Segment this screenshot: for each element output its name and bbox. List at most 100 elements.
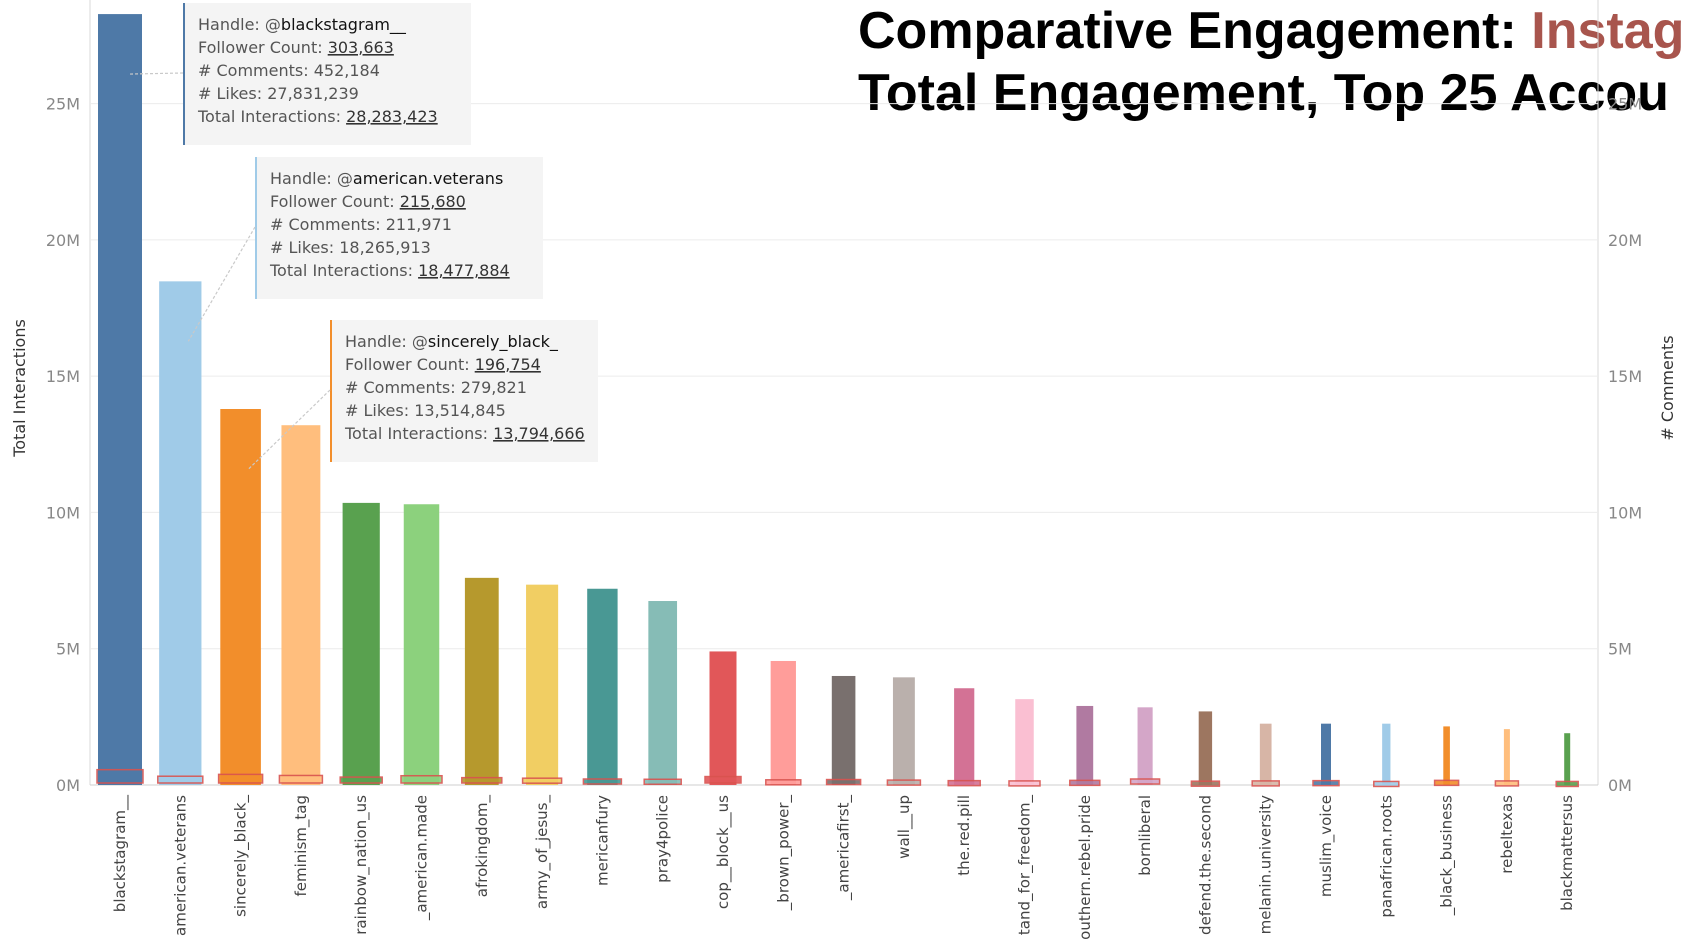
comments-marker[interactable] (1190, 780, 1221, 787)
tooltip-field-label: Total Interactions: (269, 261, 418, 280)
tooltip-row: # Likes: 13,514,845 (345, 401, 506, 420)
title-line-2: Total Engagement, Top 25 Accou (858, 64, 1669, 122)
tooltip-row: Total Interactions: 18,477,884 (269, 261, 510, 280)
comments-marker[interactable] (1069, 779, 1101, 787)
tooltip-field-value: 27,831,239 (267, 84, 359, 103)
bar[interactable] (1382, 723, 1391, 785)
comments-marker[interactable] (825, 778, 862, 786)
comments-marker[interactable] (704, 775, 742, 784)
comments-marker[interactable] (1433, 779, 1460, 787)
bar[interactable] (1015, 699, 1034, 785)
tooltip-field-label: # Likes: (198, 84, 267, 103)
y2-tick-label: 25M (1608, 95, 1642, 114)
category-label: muslim_voice (1317, 795, 1336, 897)
comments-marker[interactable] (582, 778, 623, 785)
bar[interactable] (403, 504, 440, 785)
bar[interactable] (464, 577, 499, 785)
category-label: rebeltexas (1498, 795, 1516, 874)
tooltip-field-label: # Comments: (270, 215, 386, 234)
category-label: blackmattersus (1558, 795, 1576, 911)
bar[interactable] (1198, 711, 1213, 785)
comments-marker[interactable] (217, 773, 264, 784)
comments-marker[interactable] (400, 774, 443, 784)
y2-tick-label: 5M (1608, 640, 1632, 659)
bar[interactable] (709, 651, 737, 785)
comments-marker[interactable] (1494, 780, 1520, 787)
bar[interactable] (1443, 726, 1450, 785)
bar[interactable] (1076, 705, 1094, 785)
tooltip-field-label: # Comments: (345, 378, 461, 397)
y-axis-title: Total Interactions (10, 319, 29, 458)
y2-axis-title: # Comments (1658, 335, 1677, 440)
category-label: feminism_tag (292, 795, 311, 896)
category-label: rainbow_nation_us (352, 795, 371, 935)
y-tick-label: 20M (46, 231, 80, 250)
comments-marker[interactable] (1312, 779, 1340, 787)
bar[interactable] (587, 588, 618, 785)
bar[interactable] (1564, 733, 1571, 785)
comments-marker[interactable] (886, 779, 922, 786)
comments-marker[interactable] (765, 779, 802, 786)
tooltip-row: # Comments: 211,971 (270, 215, 452, 234)
tooltip-field-value: 13,794,666 (493, 424, 585, 443)
category-label: sincerely_black_ (232, 795, 251, 917)
tooltip-leader (248, 389, 331, 470)
y-tick-label: 5M (56, 640, 80, 659)
bar[interactable] (1321, 723, 1331, 785)
tooltip: Handle: @sincerely_black_ Follower Count:… (248, 320, 598, 470)
bar[interactable] (770, 660, 796, 785)
y-tick-label: 15M (46, 367, 80, 386)
category-label: tand_for_freedom_ (1016, 795, 1035, 936)
tooltip: Handle: @blackstagram__ Follower Count: 3… (127, 3, 471, 145)
category-label: bornliberal (1136, 795, 1154, 876)
tooltip-field-value: american.veterans (353, 169, 503, 188)
y2-tick-label: 20M (1608, 231, 1642, 250)
comments-marker[interactable] (278, 774, 324, 784)
bar[interactable] (159, 281, 202, 785)
bar[interactable] (954, 688, 975, 785)
tooltip-row: Follower Count: 215,680 (270, 192, 466, 211)
comments-marker[interactable] (157, 775, 204, 784)
bar[interactable] (892, 677, 915, 785)
bar[interactable] (281, 425, 321, 785)
tooltip-field-label: Follower Count: (270, 192, 400, 211)
tooltip-row: # Comments: 452,184 (198, 61, 380, 80)
tooltip-field-value: blackstagram__ (281, 15, 407, 35)
comments-marker[interactable] (96, 768, 144, 784)
comments-marker[interactable] (339, 776, 383, 784)
chart-title: Comparative Engagement: Instag Total Eng… (858, 0, 1684, 124)
bar[interactable] (98, 14, 142, 785)
comments-marker[interactable] (1008, 780, 1041, 787)
comments-marker[interactable] (461, 776, 503, 784)
category-label: melanin.university (1257, 795, 1275, 934)
category-label: outhern.rebel.pride (1076, 795, 1094, 940)
tooltip-field-value: 211,971 (386, 215, 452, 234)
tooltip-row: Handle: @sincerely_black_ (345, 332, 559, 352)
comments-marker[interactable] (1555, 780, 1579, 788)
comments-marker[interactable] (643, 778, 682, 786)
category-label: defend.the.second (1196, 795, 1214, 935)
category-label: _american.made (413, 795, 432, 921)
bar[interactable] (831, 675, 856, 785)
bar[interactable] (1503, 729, 1510, 785)
bar[interactable] (1259, 723, 1272, 785)
bar[interactable] (342, 502, 380, 785)
bar[interactable] (1137, 707, 1153, 785)
tooltip-box (330, 320, 598, 462)
tooltip-field-value: 13,514,845 (414, 401, 506, 420)
y-tick-label: 10M (46, 503, 80, 522)
comments-marker[interactable] (947, 779, 981, 787)
tooltip-field-label: Total Interactions: (344, 424, 493, 443)
comments-marker[interactable] (1373, 780, 1400, 788)
bar[interactable] (220, 408, 261, 785)
tooltip-field-value: 452,184 (314, 61, 380, 80)
category-labels: blackstagram__ american.veterans sincerely… (111, 795, 1576, 940)
tooltip-field-label: # Comments: (198, 61, 314, 80)
bar[interactable] (648, 601, 678, 785)
bar[interactable] (526, 584, 559, 785)
comments-marker[interactable] (521, 777, 563, 784)
comments-marker[interactable] (1129, 778, 1161, 785)
y2-tick-label: 0M (1608, 776, 1632, 795)
comments-marker[interactable] (1251, 780, 1280, 787)
y-axis-ticks: 0M 5M 10M 15M 20M 25M (46, 95, 80, 795)
